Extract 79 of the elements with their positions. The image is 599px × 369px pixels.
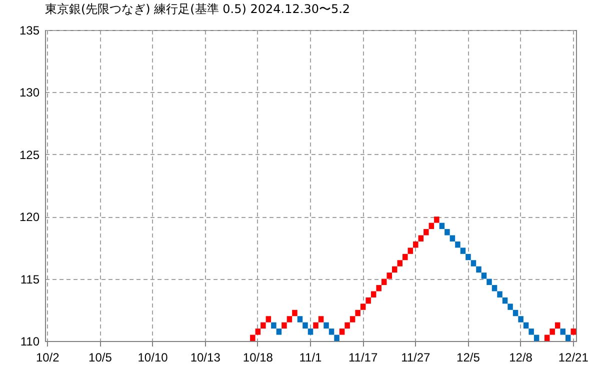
bar (428, 222, 434, 230)
x-tick-label: 12/21 (558, 350, 589, 364)
bar (413, 241, 418, 248)
x-tick-label: 10/18 (242, 350, 274, 364)
bar (350, 316, 356, 322)
bar (470, 260, 476, 266)
bar (397, 260, 403, 266)
x-tick-label: 10/10 (138, 350, 168, 364)
y-tick-label: 135 (19, 24, 40, 38)
bar (328, 328, 334, 335)
bar (424, 229, 429, 236)
bar (392, 266, 398, 273)
bar (528, 328, 534, 335)
x-tick-label: 10/5 (88, 350, 112, 364)
bar (318, 316, 324, 322)
bar (476, 266, 482, 273)
bar (250, 334, 256, 341)
x-tick-label: 11/1 (299, 350, 322, 364)
bar (450, 235, 456, 242)
bar (355, 310, 360, 316)
bar (292, 310, 298, 316)
bar (554, 322, 560, 329)
bar (402, 254, 408, 260)
bar (508, 304, 513, 310)
bar (455, 241, 460, 248)
bar (512, 310, 518, 316)
bar (560, 328, 566, 335)
bar (570, 328, 576, 335)
x-tick-label: 10/13 (190, 350, 221, 364)
y-tick-label: 120 (19, 210, 40, 224)
x-tick-label: 12/8 (509, 350, 533, 364)
bar (550, 328, 555, 335)
bar (486, 278, 492, 286)
bar (324, 322, 329, 329)
bar (534, 334, 540, 341)
bar (502, 297, 508, 304)
y-tick-label: 110 (20, 334, 40, 348)
bar (408, 248, 414, 254)
bar (334, 334, 340, 341)
bar (439, 222, 445, 230)
bar (418, 235, 424, 242)
bar (481, 272, 487, 279)
bar (282, 322, 287, 329)
bar (434, 216, 440, 223)
bar (266, 316, 272, 322)
bar (360, 304, 366, 310)
bar (366, 297, 371, 304)
bar (381, 278, 387, 286)
x-tick-label: 12/5 (456, 350, 480, 364)
bar (271, 322, 276, 329)
bar (260, 322, 266, 329)
bar (444, 229, 450, 236)
y-tick-label: 115 (20, 272, 40, 286)
bar (497, 291, 502, 298)
bar (302, 322, 308, 329)
bar (460, 248, 466, 254)
bar (376, 285, 382, 292)
bar (286, 316, 292, 322)
bar (339, 328, 345, 335)
x-tick-label: 10/2 (36, 350, 60, 364)
bar (466, 254, 471, 260)
bar (370, 291, 376, 298)
bar (492, 285, 498, 292)
chart-title: 東京銀(先限つなぎ) 練行足(基準 0.5) 2024.12.30〜5.2 (45, 2, 350, 16)
bar (308, 328, 314, 335)
bar (544, 334, 550, 341)
y-tick-label: 125 (19, 148, 40, 162)
bar (344, 322, 350, 329)
bar (255, 328, 261, 335)
bar (313, 322, 318, 329)
bar (523, 322, 529, 329)
bar (565, 334, 571, 341)
bar (276, 328, 282, 335)
x-tick-label: 11/27 (401, 350, 431, 364)
y-tick-label: 130 (19, 86, 40, 100)
bar (518, 316, 524, 322)
bar (386, 272, 392, 279)
x-tick-label: 11/17 (348, 350, 378, 364)
bar (297, 316, 303, 322)
